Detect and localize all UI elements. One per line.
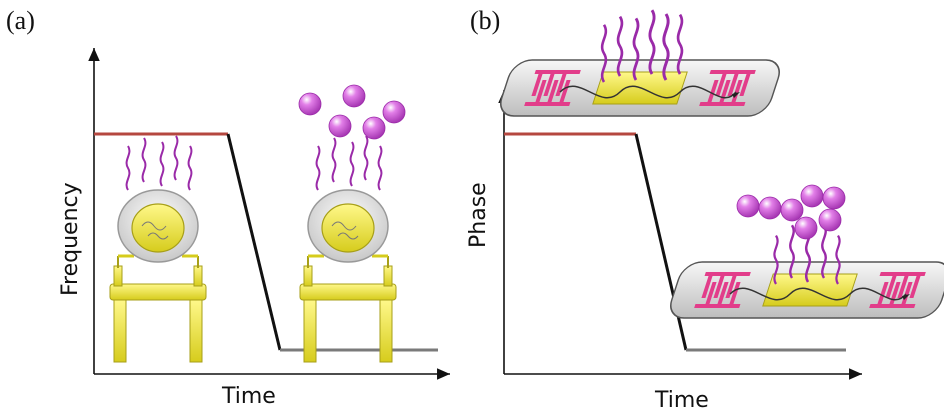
- panel-b-label: (b): [470, 6, 501, 35]
- bound-particle-icon-b: [736, 184, 846, 240]
- saw-sensor-bound-icon: [663, 184, 944, 320]
- qcm-sensor-icon: [108, 135, 208, 364]
- panel-a-signal-drop: [226, 133, 282, 351]
- panel-a-xlabel: Time: [222, 384, 276, 409]
- bound-particle-icon: [298, 84, 406, 140]
- qcm-sensor-bound-icon: [298, 84, 406, 364]
- panel-b-xlabel: Time: [655, 388, 709, 413]
- panel-a-label: (a): [6, 6, 35, 35]
- saw-sensor-icon: [493, 8, 787, 118]
- ligand-icon: [125, 135, 193, 191]
